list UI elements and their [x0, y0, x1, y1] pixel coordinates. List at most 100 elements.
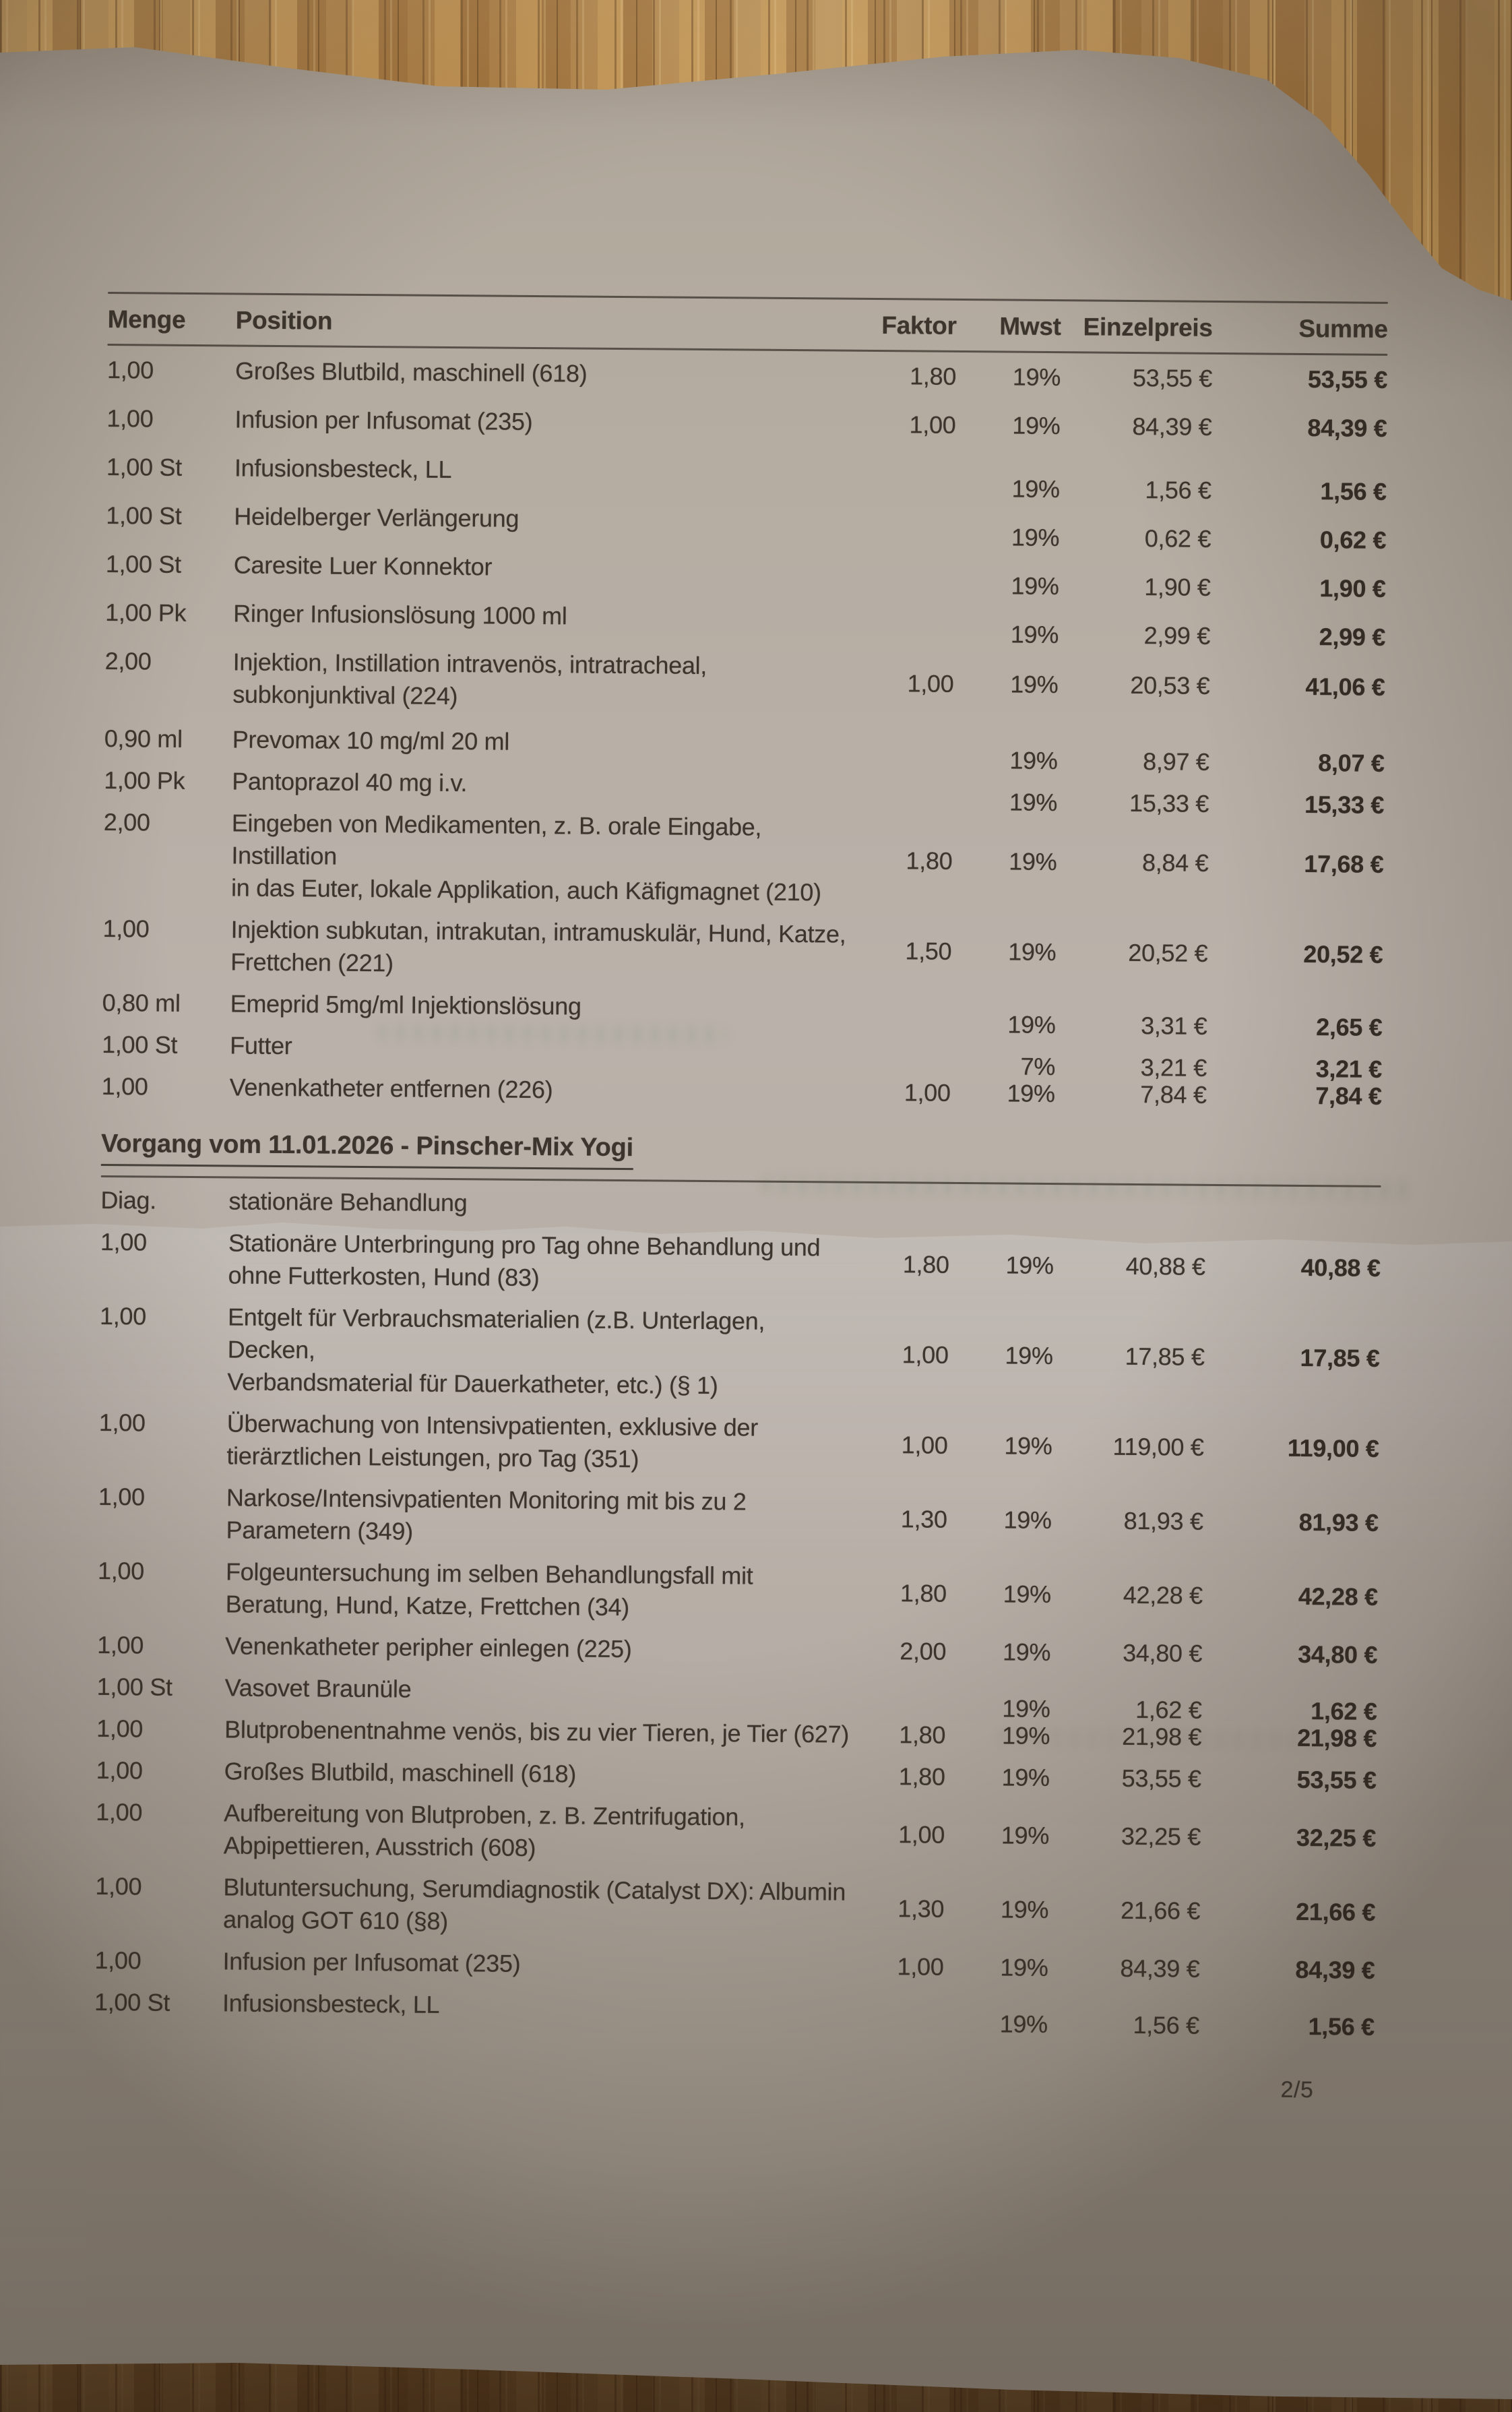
cell-einzelpreis: 53,55 € — [1132, 363, 1213, 392]
cell-position: Heidelberger Verlängerung — [234, 502, 519, 532]
cell-mwst: 19% — [1002, 1638, 1051, 1667]
line-items-first-procedure: 1,00 Großes Blutbild, maschinell (618) 1… — [101, 346, 1388, 1117]
cell-einzelpreis: 0,62 € — [1144, 524, 1211, 553]
cell-mwst: 19% — [1000, 1953, 1048, 1982]
column-header-mwst: Mwst — [999, 312, 1061, 341]
cell-einzelpreis: 40,88 € — [1125, 1251, 1205, 1280]
cell-summe: 15,33 € — [1304, 790, 1385, 819]
cell-summe: 3,21 € — [1315, 1055, 1383, 1083]
table-row: 1,00 Injektion subkutan, intrakutan, int… — [102, 908, 1383, 992]
cell-einzelpreis: 119,00 € — [1112, 1432, 1204, 1461]
cell-einzelpreis: 8,84 € — [1141, 848, 1209, 877]
cell-mwst: 19% — [1012, 411, 1061, 440]
cell-summe: 53,55 € — [1307, 365, 1388, 394]
cell-einzelpreis: 21,66 € — [1121, 1896, 1201, 1925]
cell-faktor: 1,00 — [902, 1340, 949, 1369]
cell-position: Caresite Luer Konnektor — [233, 551, 493, 581]
cell-summe: 42,28 € — [1298, 1582, 1379, 1611]
cell-mwst: 19% — [1009, 847, 1057, 876]
cell-einzelpreis: 17,85 € — [1125, 1342, 1205, 1371]
cell-menge: 1,00 — [101, 1072, 148, 1101]
cell-einzelpreis: 20,52 € — [1128, 938, 1208, 967]
cell-summe: 2,65 € — [1316, 1013, 1383, 1041]
cell-faktor: 1,80 — [898, 1762, 945, 1791]
cell-position: Großes Blutbild, maschinell (618) — [234, 357, 588, 388]
cell-mwst: 19% — [1011, 571, 1059, 600]
column-header-faktor: Faktor — [881, 311, 957, 340]
cell-menge: 1,00 — [94, 1946, 141, 1975]
cell-einzelpreis: 42,28 € — [1123, 1580, 1203, 1609]
cell-position: Pantoprazol 40 mg i.v. — [232, 767, 468, 797]
cell-faktor: 1,00 — [898, 1820, 945, 1849]
cell-position: Entgelt für Verbrauchsmaterialien (z.B. … — [227, 1303, 765, 1400]
cell-einzelpreis: 8,97 € — [1143, 747, 1209, 776]
table-row: 1,00 Folgeuntersuchung im selben Behandl… — [97, 1550, 1378, 1634]
table-row: 1,00 Entgelt für Verbrauchsmaterialien (… — [99, 1295, 1380, 1412]
cell-position: Venenkatheter entfernen (226) — [229, 1073, 553, 1104]
cell-mwst: 19% — [1001, 1821, 1050, 1850]
table-row: 1,00 Aufbereitung von Blutproben, z. B. … — [96, 1791, 1377, 1876]
cell-summe: 40,88 € — [1300, 1253, 1381, 1282]
cell-mwst: 19% — [1004, 1431, 1052, 1460]
cell-mwst: 19% — [1009, 746, 1058, 775]
cell-einzelpreis: 84,39 € — [1132, 412, 1212, 441]
cell-menge: 1,00 St — [106, 501, 182, 530]
cell-mwst: 19% — [1008, 937, 1057, 966]
cell-summe: 20,52 € — [1303, 939, 1383, 968]
cell-position: Infusion per Infusomat (235) — [234, 405, 533, 435]
column-header-summe: Summe — [1298, 314, 1388, 343]
cell-position: Narkose/Intensivpatienten Monitoring mit… — [226, 1483, 747, 1545]
cell-position: Infusion per Infusomat (235) — [222, 1947, 521, 1977]
cell-faktor: 2,00 — [900, 1637, 947, 1665]
cell-faktor: 1,80 — [902, 1250, 949, 1278]
cell-menge: 1,00 — [100, 1227, 147, 1256]
procedure-section-header: Vorgang vom 11.01.2026 - Pinscher-Mix Yo… — [100, 1107, 1381, 1231]
cell-faktor: 1,80 — [900, 1579, 947, 1607]
cell-faktor — [852, 1693, 946, 1694]
cell-mwst: 19% — [1005, 1341, 1053, 1370]
column-header-einzelpreis: Einzelpreis — [1083, 313, 1213, 342]
cell-menge: 1,00 — [96, 1756, 143, 1785]
cell-mwst: 19% — [999, 2010, 1048, 2039]
table-row: 1,00 Stationäre Unterbringung pro Tag oh… — [100, 1221, 1381, 1305]
cell-position: Emeprid 5mg/ml Injektionslösung — [230, 989, 581, 1020]
cell-faktor: 1,00 — [904, 1078, 951, 1107]
table-row: 1,00 Blutuntersuchung, Serumdiagnostik (… — [95, 1865, 1376, 1950]
cell-menge: 1,00 — [96, 1714, 144, 1743]
cell-summe: 81,93 € — [1298, 1508, 1379, 1537]
cell-mwst: 19% — [1005, 1251, 1054, 1280]
cell-position: Futter — [230, 1031, 292, 1060]
cell-summe: 41,06 € — [1305, 672, 1385, 701]
cell-faktor: 1,00 — [897, 1952, 944, 1981]
cell-summe: 1,56 € — [1320, 477, 1387, 505]
cell-summe: 21,66 € — [1296, 1897, 1376, 1926]
cell-faktor: 1,00 — [907, 669, 954, 698]
cell-menge: 1,00 — [98, 1482, 145, 1511]
cell-menge: 1,00 — [95, 1872, 142, 1900]
cell-einzelpreis: 3,21 € — [1140, 1053, 1207, 1082]
section-title: Vorgang vom 11.01.2026 - Pinscher-Mix Yo… — [100, 1127, 634, 1171]
table-row: 1,00 Überwachung von Intensivpatienten, … — [98, 1402, 1379, 1486]
cell-summe: 53,55 € — [1296, 1765, 1377, 1794]
cell-einzelpreis: 1,62 € — [1135, 1696, 1202, 1724]
cell-menge: 1,00 — [99, 1301, 147, 1330]
cell-faktor: 1,00 — [901, 1431, 948, 1459]
cell-menge: 1,00 St — [96, 1672, 172, 1701]
cell-summe: 119,00 € — [1287, 1433, 1379, 1462]
cell-menge: 1,00 — [106, 355, 154, 384]
cell-position: Injektion subkutan, intrakutan, intramus… — [230, 915, 846, 977]
cell-mwst: 19% — [1009, 788, 1058, 817]
cell-einzelpreis: 20,53 € — [1130, 671, 1210, 700]
cell-menge: 2,00 — [104, 646, 152, 675]
cell-menge: 1,00 — [106, 404, 154, 433]
cell-position: Großes Blutbild, maschinell (618) — [224, 1757, 577, 1788]
cell-faktor — [857, 1009, 951, 1010]
cell-summe: 0,62 € — [1319, 526, 1387, 554]
cell-faktor: 1,80 — [910, 362, 957, 390]
diagnosis-label: Diag. — [100, 1185, 157, 1214]
cell-menge: 1,00 — [96, 1797, 143, 1826]
cell-einzelpreis: 2,99 € — [1143, 621, 1211, 650]
cell-mwst: 19% — [1000, 1895, 1049, 1924]
cell-menge: 0,80 ml — [102, 988, 181, 1017]
